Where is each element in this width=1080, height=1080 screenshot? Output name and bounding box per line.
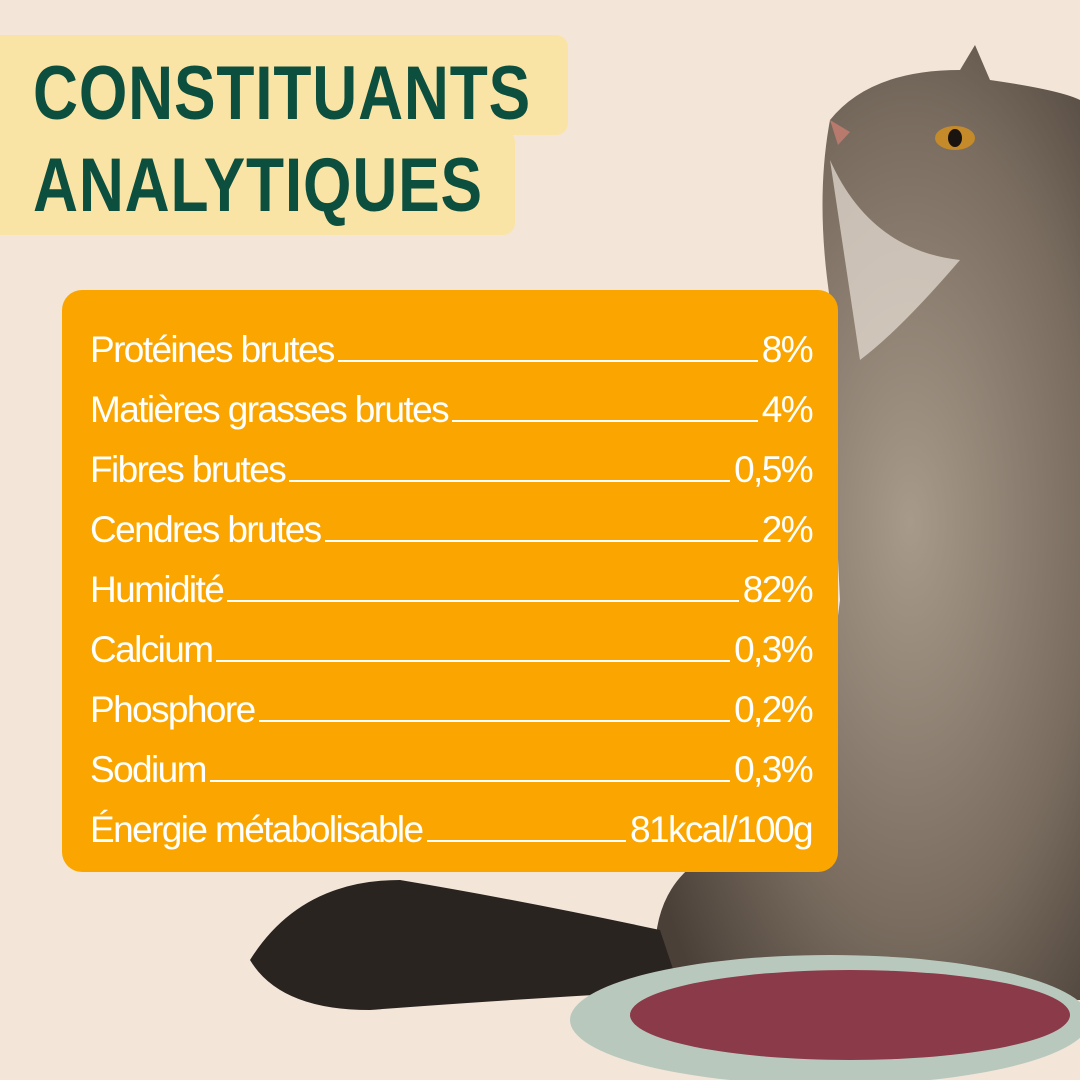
leader-line [452,419,758,422]
leader-line [216,659,731,662]
leader-line [337,359,758,362]
constituent-value: 0,5% [734,449,814,490]
constituent-label: Phosphore [90,689,256,730]
constituent-label: Protéines brutes [90,329,335,370]
constituent-value: 0,2% [734,689,814,730]
constituent-row: Protéines brutes 8% [90,312,814,372]
analytical-constituents-panel: Protéines brutes 8% Matières grasses brut… [62,290,838,872]
constituent-label: Sodium [90,749,207,790]
title-line-1: CONSTITUANTS [33,51,531,136]
constituent-value: 81kcal/100g [630,809,814,850]
leader-line [289,479,731,482]
constituent-label: Énergie métabolisable [90,809,424,850]
constituent-row: Humidité 82% [90,552,814,612]
leader-line [324,539,758,542]
constituent-label: Humidité [90,569,225,610]
constituent-value: 0,3% [734,629,814,670]
constituent-row: Phosphore 0,2% [90,672,814,732]
constituent-value: 4% [761,389,814,430]
constituent-row: Sodium 0,3% [90,732,814,792]
leader-line [426,839,627,842]
constituent-row: Matières grasses brutes 4% [90,372,814,432]
constituent-row: Cendres brutes 2% [90,492,814,552]
constituent-label: Cendres brutes [90,509,322,550]
title-highlight [0,35,568,135]
constituent-row: Calcium 0,3% [90,612,814,672]
constituent-value: 2% [761,509,814,550]
constituent-row: Fibres brutes 0,5% [90,432,814,492]
constituent-value: 0,3% [734,749,814,790]
constituent-value: 8% [761,329,814,370]
constituent-label: Matières grasses brutes [90,389,450,430]
leader-line [227,599,739,602]
constituent-label: Calcium [90,629,214,670]
leader-line [258,719,731,722]
title-line-2: ANALYTIQUES [33,143,483,228]
title-highlight [0,130,515,235]
constituent-row: Énergie métabolisable 81kcal/100g [90,792,814,852]
page-title: CONSTITUANTS ANALYTIQUES [33,48,531,232]
constituent-label: Fibres brutes [90,449,287,490]
constituent-value: 82% [742,569,814,610]
leader-line [209,779,731,782]
